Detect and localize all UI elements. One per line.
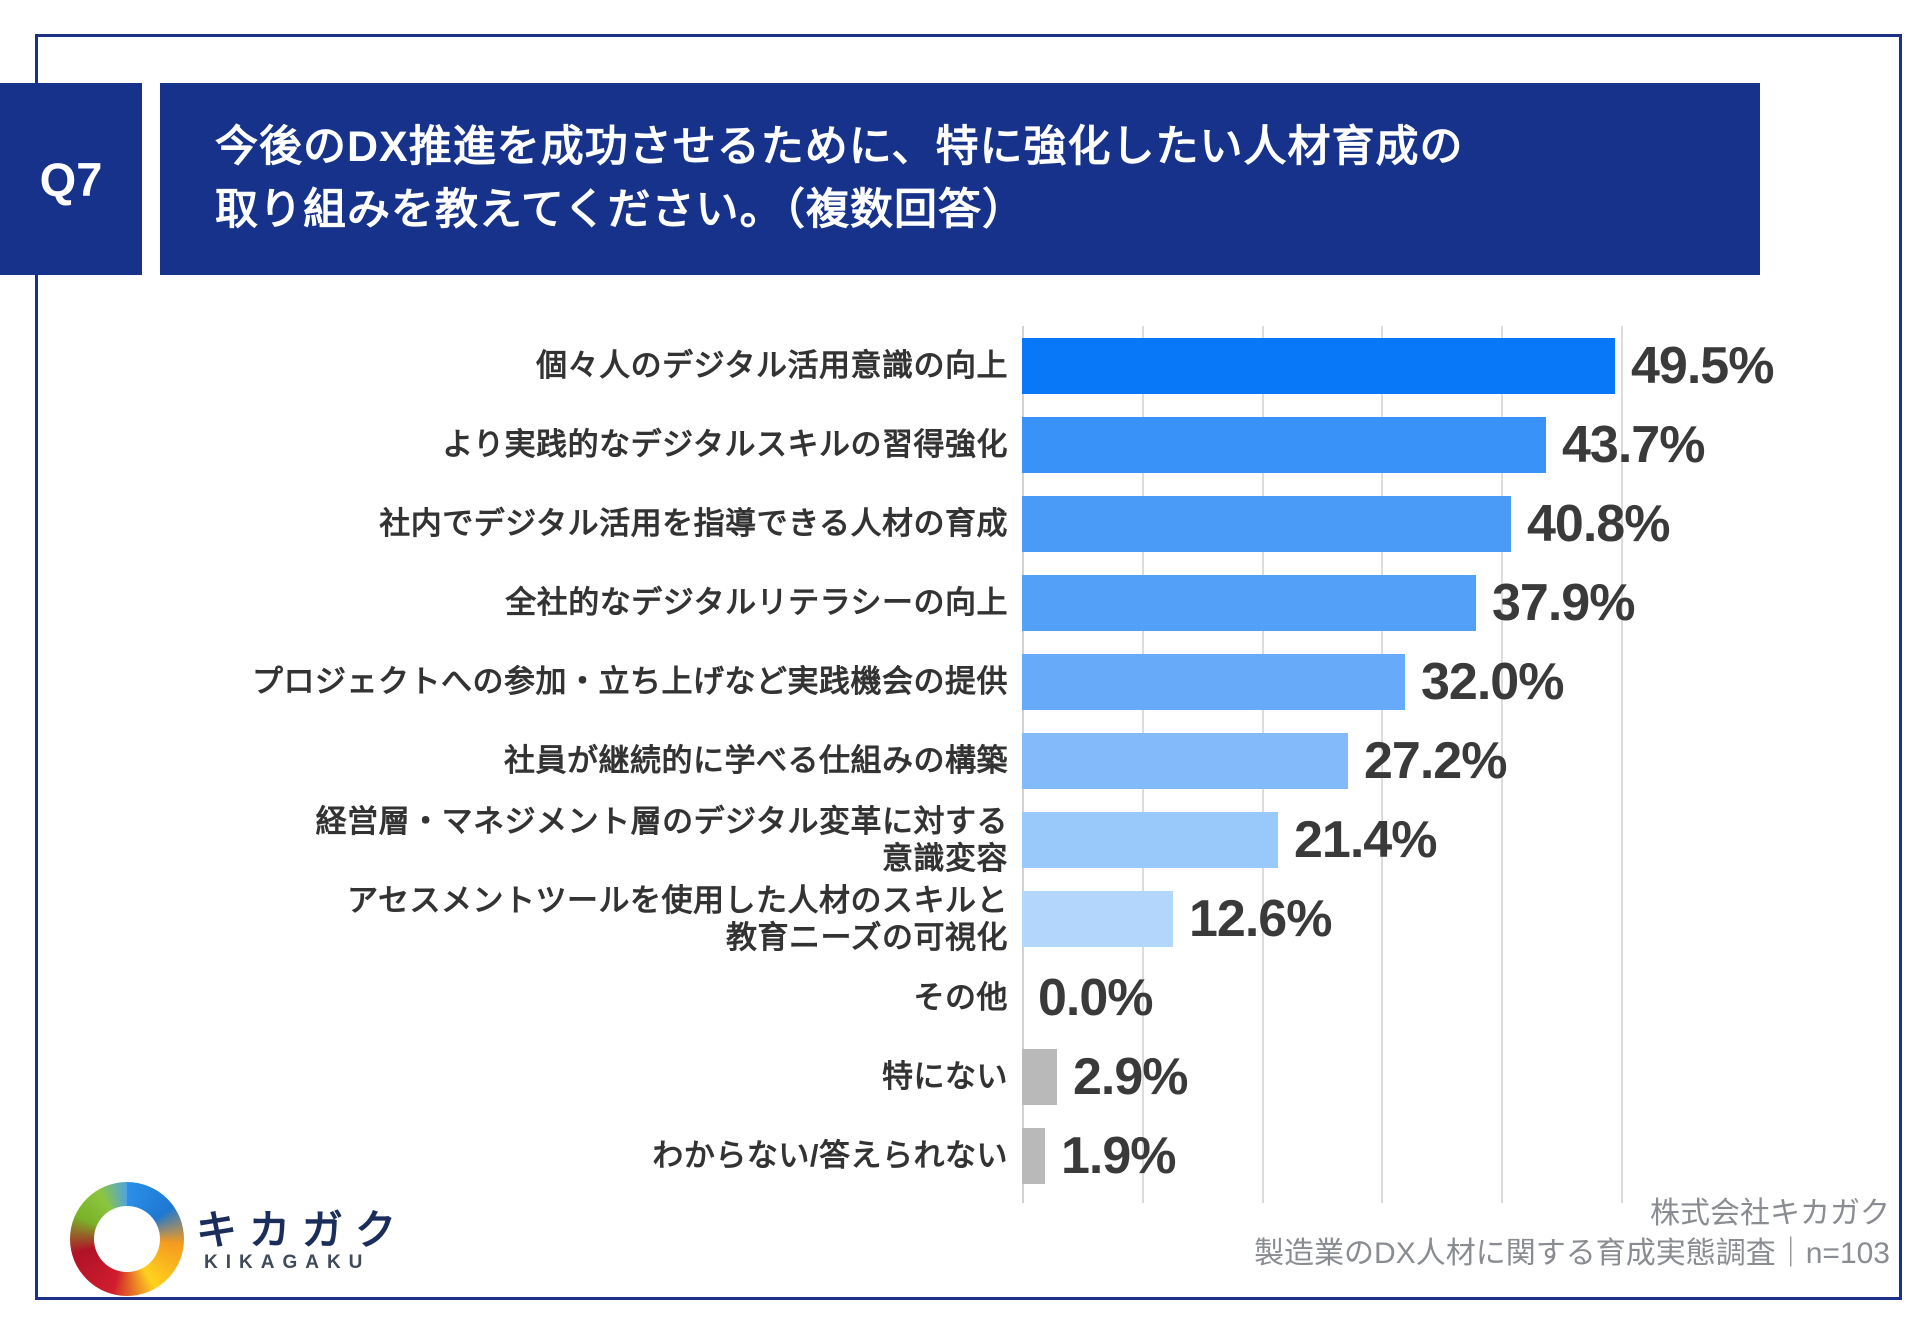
question-title-line1: 今後のDX推進を成功させるために、特に強化したい人材育成の	[215, 123, 1464, 171]
category-label: 社内でデジタル活用を指導できる人材の育成	[379, 506, 1008, 541]
bar	[1022, 416, 1546, 473]
question-header: 今後のDX推進を成功させるために、特に強化したい人材育成の 取り組みを教えてくだ…	[160, 83, 1760, 275]
value-label: 49.5%	[1631, 336, 1774, 395]
category-label: プロジェクトへの参加・立ち上げなど実践機会の提供	[252, 664, 1008, 699]
question-title-line2: 取り組みを教えてください。（複数回答）	[215, 186, 1027, 234]
value-label: 2.9%	[1073, 1047, 1189, 1106]
bar	[1022, 890, 1173, 947]
question-number-badge: Q7	[0, 83, 142, 275]
value-label: 21.4%	[1294, 810, 1437, 869]
gridline-30	[1381, 326, 1384, 1203]
kikagaku-logo-icon	[70, 1182, 184, 1296]
logo-romaji: KIKAGAKU	[204, 1252, 371, 1273]
gridline-50	[1621, 326, 1623, 1203]
category-label: わからない/答えられない	[652, 1138, 1008, 1173]
category-label: アセスメントツールを使用した人材のスキルと 教育ニーズの可視化	[347, 882, 1008, 955]
question-number: Q7	[39, 152, 103, 206]
value-label: 0.0%	[1038, 968, 1154, 1027]
category-label: 個々人のデジタル活用意識の向上	[536, 348, 1008, 383]
category-label: 経営層・マネジメント層のデジタル変革に対する 意識変容	[315, 803, 1008, 876]
bar	[1022, 1048, 1057, 1105]
bar	[1022, 337, 1615, 394]
bar	[1022, 1127, 1045, 1184]
value-label: 32.0%	[1421, 652, 1564, 711]
value-label: 37.9%	[1492, 573, 1635, 632]
category-label: その他	[913, 980, 1008, 1015]
gridline-40	[1501, 326, 1504, 1203]
category-label: 社員が継続的に学べる仕組みの構築	[504, 743, 1008, 778]
category-label: 全社的なデジタルリテラシーの向上	[505, 585, 1008, 620]
source-note: 株式会社キカガク 製造業のDX人材に関する育成実態調査｜n=103	[1254, 1194, 1890, 1274]
bar	[1022, 495, 1511, 552]
bar	[1022, 811, 1278, 868]
source-company: 株式会社キカガク	[1650, 1197, 1890, 1230]
source-survey: 製造業のDX人材に関する育成実態調査｜n=103	[1254, 1237, 1890, 1270]
value-label: 1.9%	[1061, 1126, 1177, 1185]
value-label: 43.7%	[1562, 415, 1705, 474]
bar	[1022, 732, 1348, 789]
value-label: 40.8%	[1527, 494, 1670, 553]
logo-name: キカガク	[196, 1207, 408, 1253]
category-label: より実践的なデジタルスキルの習得強化	[442, 427, 1008, 462]
bar	[1022, 653, 1405, 710]
value-label: 12.6%	[1189, 889, 1332, 948]
bar	[1022, 574, 1476, 631]
value-label: 27.2%	[1364, 731, 1507, 790]
category-label: 特にない	[882, 1059, 1008, 1094]
logo-center	[94, 1206, 160, 1272]
